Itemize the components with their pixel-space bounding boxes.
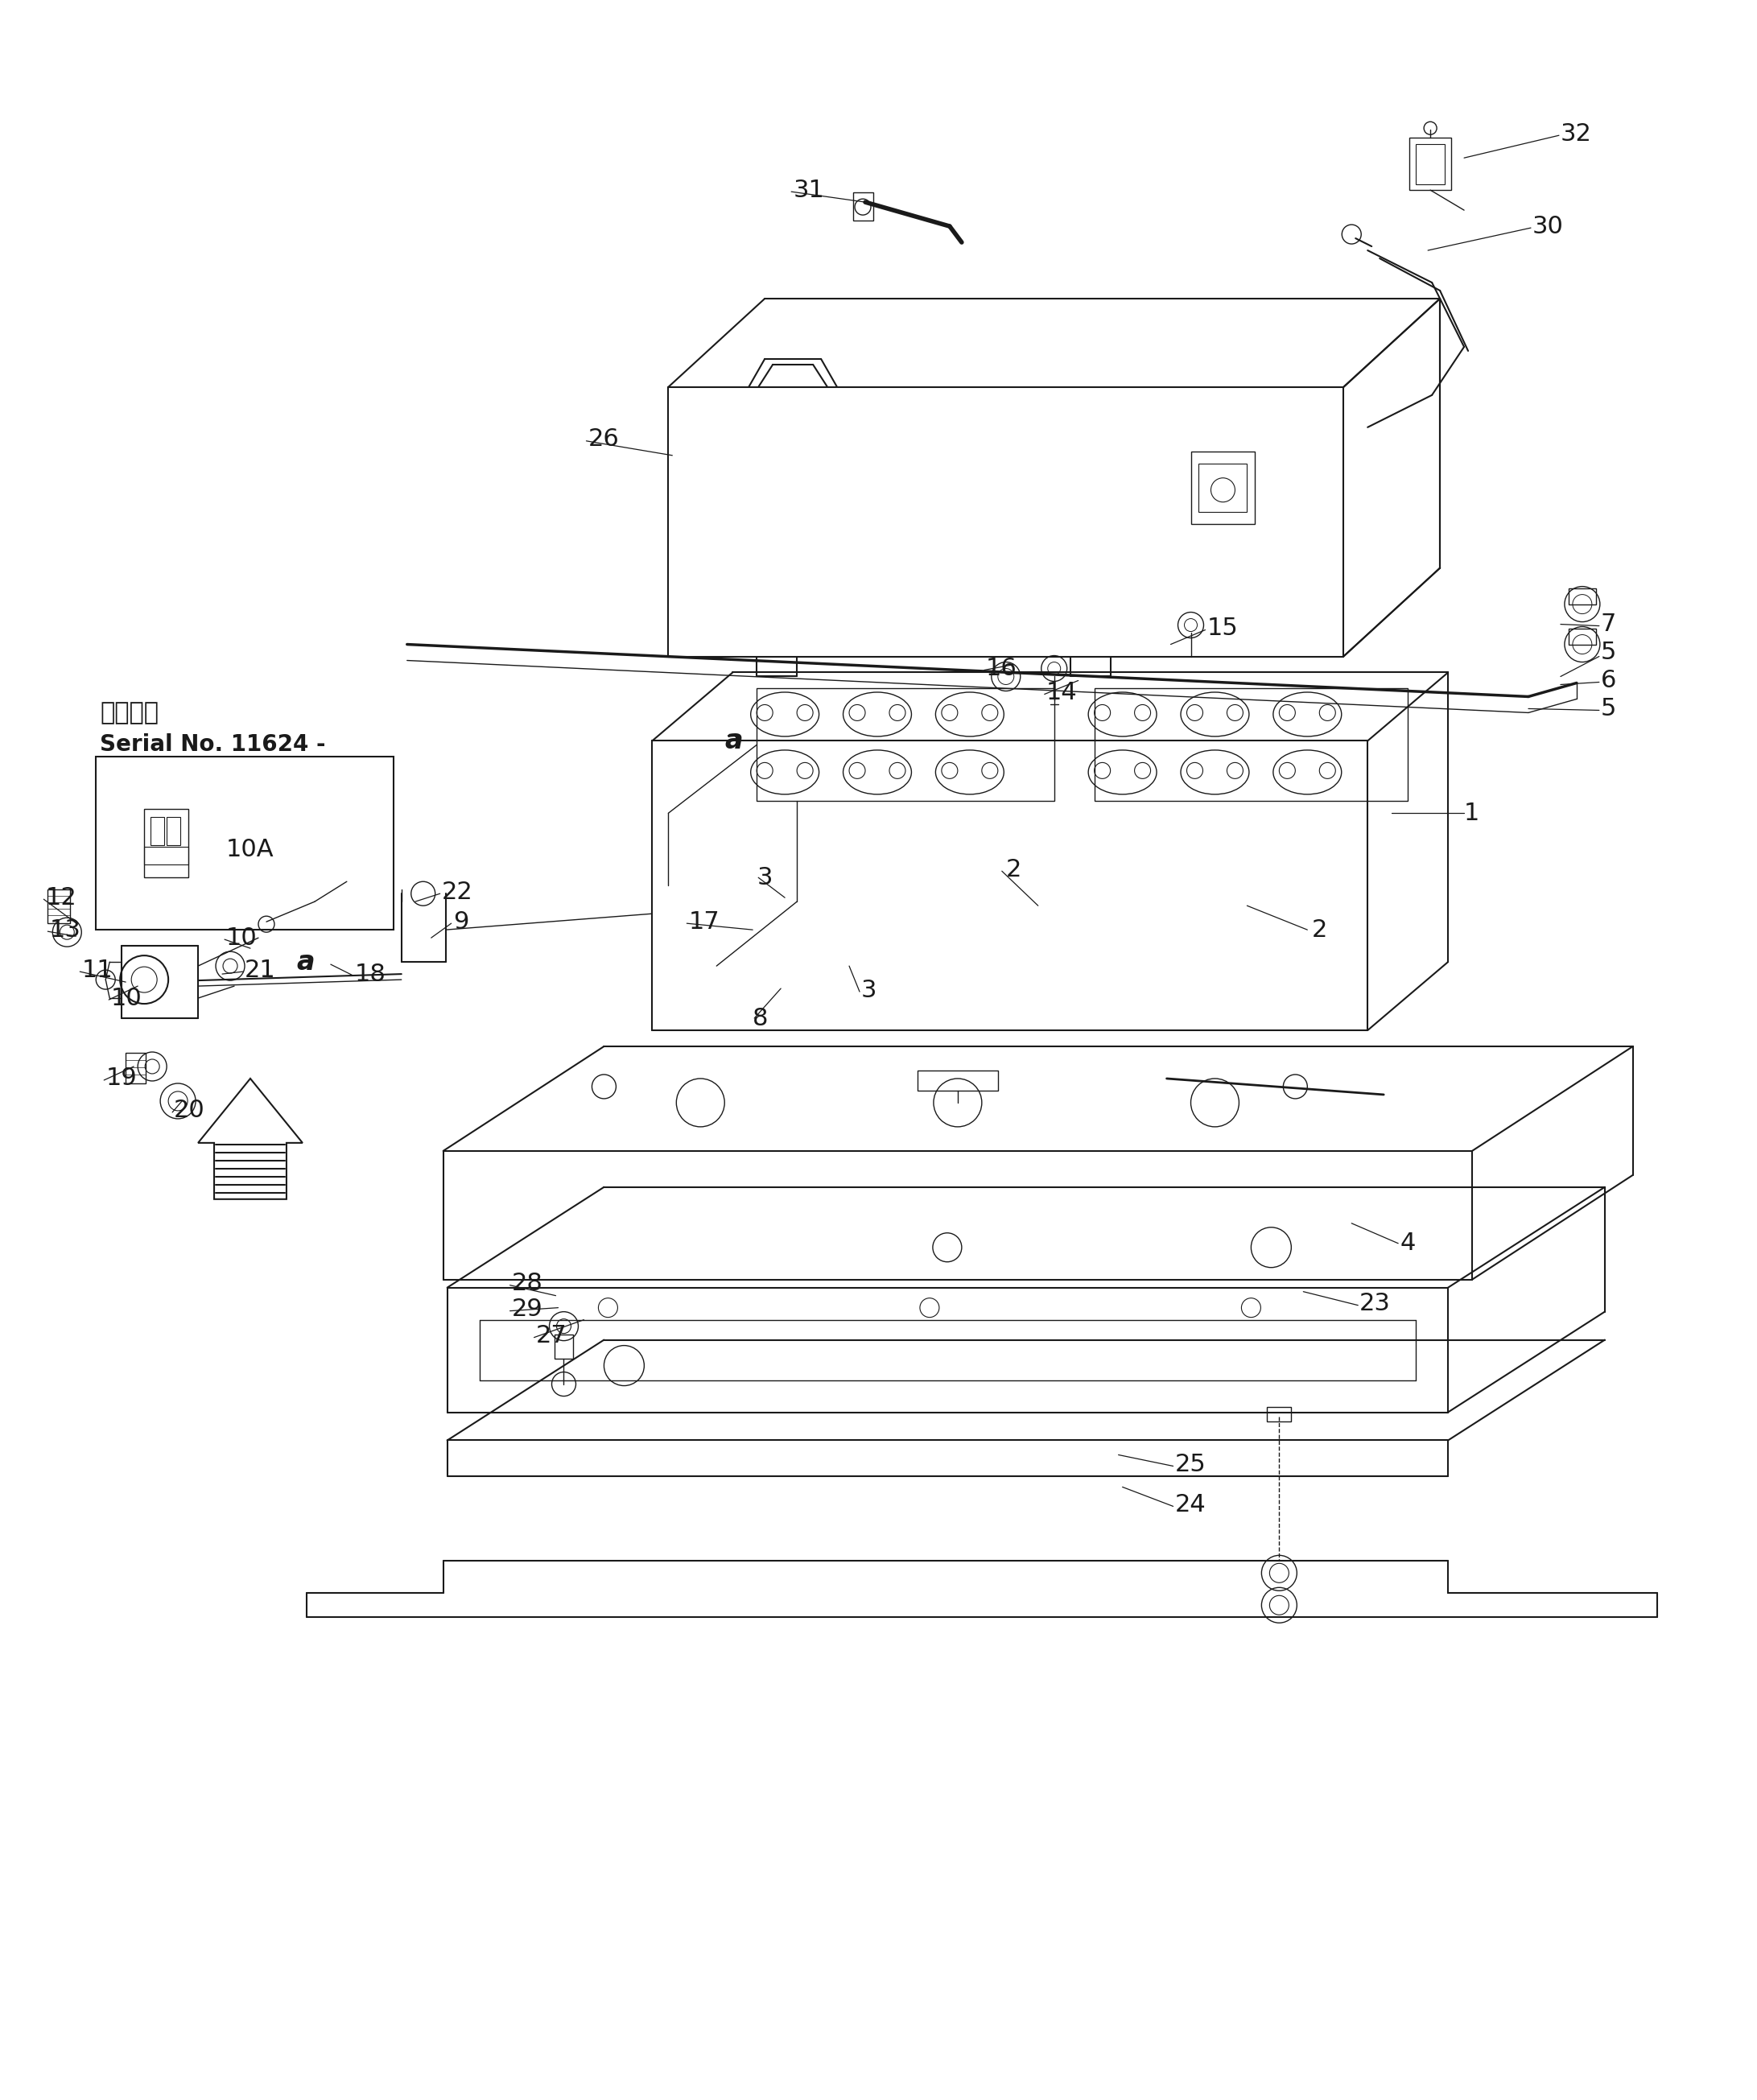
Text: 17: 17 [689,909,720,932]
Bar [1191,451,1254,523]
Bar [1267,1407,1291,1422]
Text: Serial No. 11624 -: Serial No. 11624 - [100,733,325,756]
Text: 32: 32 [1560,122,1592,145]
Text: a: a [724,729,740,752]
Bar [1409,139,1451,191]
Bar [151,817,165,846]
Text: 24: 24 [1175,1493,1205,1516]
Bar [167,817,181,846]
Text: 2: 2 [1007,857,1021,882]
Bar [144,808,188,878]
Bar [917,1071,998,1090]
Text: 適用号機: 適用号機 [100,701,158,724]
Text: 16: 16 [986,657,1017,680]
Text: 3: 3 [861,979,877,1002]
Text: 23: 23 [1360,1292,1392,1315]
Text: 9: 9 [453,909,469,932]
Bar [47,890,70,924]
Text: 4: 4 [1400,1233,1416,1256]
Text: 28: 28 [511,1273,543,1296]
Text: 2: 2 [1311,918,1327,941]
Text: 14: 14 [1045,680,1077,704]
Text: 27: 27 [536,1325,568,1348]
Text: 12: 12 [46,886,77,909]
Polygon shape [199,1079,302,1199]
Bar [144,846,188,865]
Text: 31: 31 [792,178,824,202]
Text: a: a [297,951,313,974]
Bar [1416,145,1444,185]
Text: 11: 11 [81,958,112,981]
Text: 29: 29 [511,1298,543,1321]
Text: 10A: 10A [227,838,274,861]
Text: 15: 15 [1207,617,1239,640]
Text: 1: 1 [1464,802,1479,825]
Text: 20: 20 [174,1098,206,1121]
Text: 6: 6 [1601,670,1616,693]
Text: a: a [724,727,743,754]
Text: 18: 18 [355,962,387,985]
Text: 5: 5 [1601,697,1616,720]
Bar [97,756,394,930]
Text: 8: 8 [752,1006,768,1029]
Bar [1569,588,1595,605]
Text: 13: 13 [49,918,81,941]
Bar [127,1052,146,1084]
Bar [1198,464,1247,512]
Text: a: a [297,949,315,974]
Text: 22: 22 [441,880,473,903]
Text: 26: 26 [589,428,618,452]
Bar [553,1334,573,1359]
Text: 7: 7 [1601,613,1616,636]
Text: 19: 19 [105,1067,137,1090]
Text: 25: 25 [1175,1453,1205,1476]
Text: 30: 30 [1532,214,1564,237]
Text: 10: 10 [227,926,257,949]
Text: 10: 10 [111,987,142,1010]
Bar [1569,628,1595,645]
Text: 3: 3 [757,865,773,888]
Bar [854,193,873,220]
Text: 5: 5 [1601,640,1616,664]
Text: 21: 21 [244,958,276,981]
